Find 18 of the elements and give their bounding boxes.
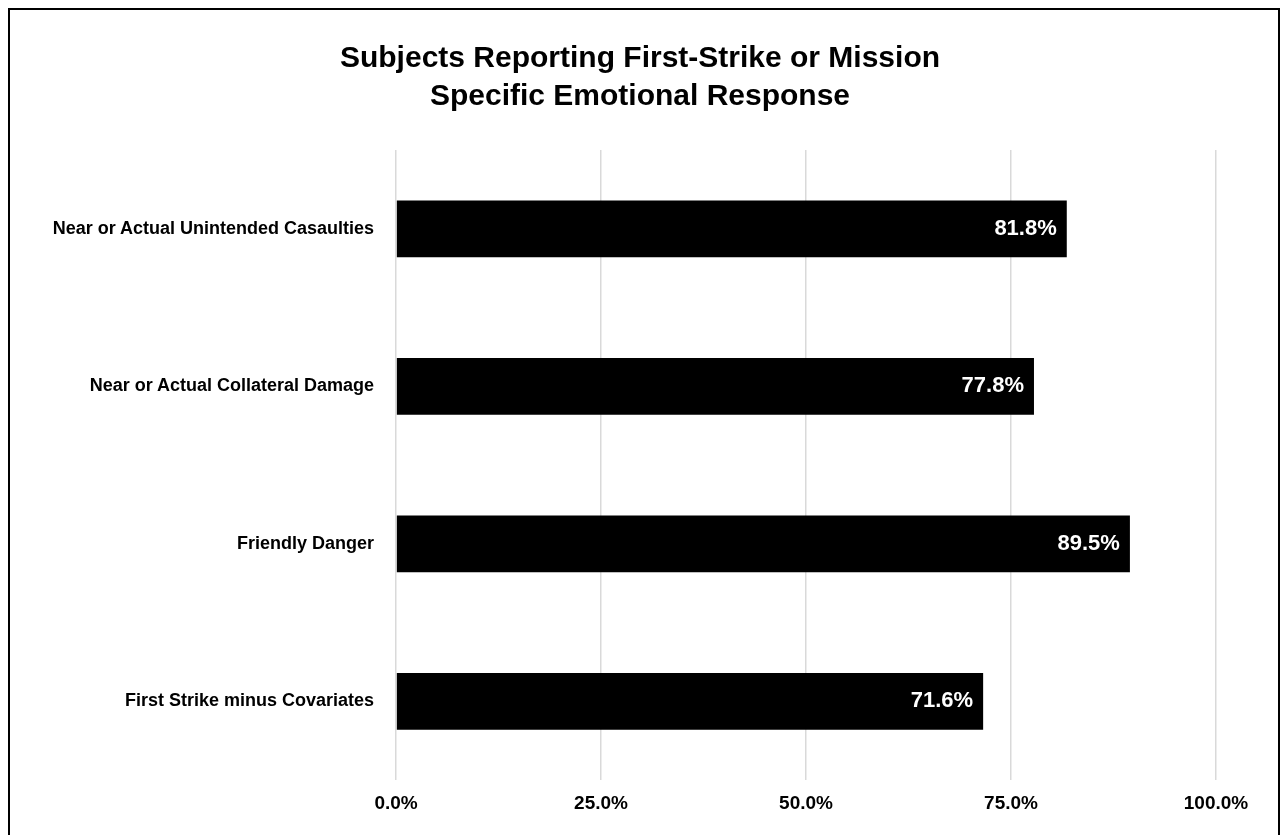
bar <box>396 673 984 730</box>
y-tick-label: First Strike minus Covariates <box>124 690 375 711</box>
x-tick-label: 0.0% <box>374 791 418 813</box>
x-tick-label: 100.0% <box>1183 791 1249 813</box>
data-label: 71.6% <box>910 687 974 713</box>
data-label: 77.8% <box>961 372 1024 398</box>
y-tick-label: Near or Actual Unintended Casaulties <box>52 217 375 238</box>
data-label: 81.8% <box>994 214 1057 240</box>
y-tick-label: Friendly Danger <box>237 532 375 553</box>
data-label: 89.5% <box>1057 529 1120 555</box>
bar <box>396 357 1034 415</box>
y-tick-label: Near or Actual Collateral Damage <box>89 375 375 396</box>
x-tick-label: 25.0% <box>574 791 629 813</box>
x-tick-label: 75.0% <box>984 791 1039 813</box>
bar <box>396 200 1067 258</box>
x-tick-label: 50.0% <box>779 791 834 813</box>
chart-title: Subjects Reporting First-Strike or Mission Specific Emotional Response <box>338 39 942 113</box>
bar <box>396 515 1130 573</box>
